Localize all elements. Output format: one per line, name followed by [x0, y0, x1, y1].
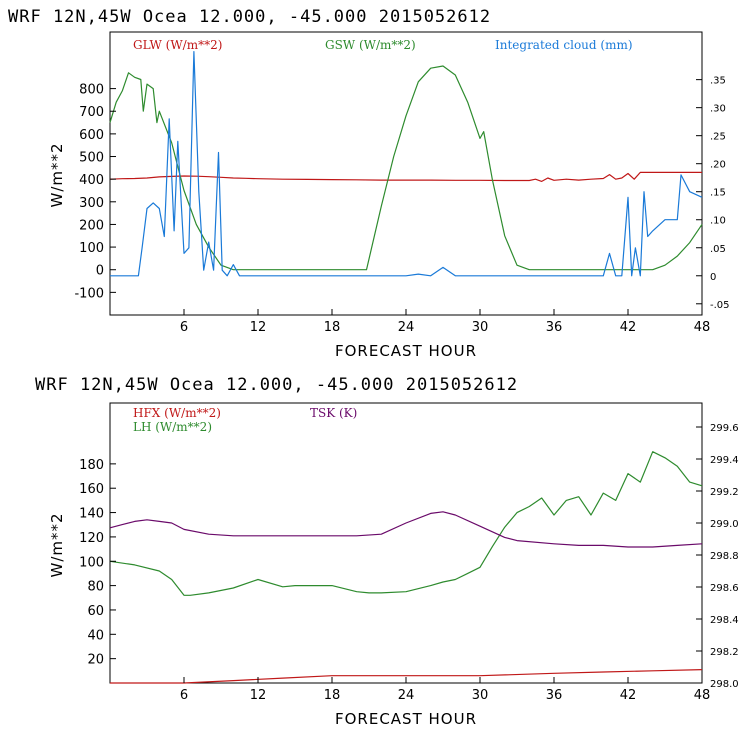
legend-gsw: GSW (W/m**2) — [325, 38, 416, 52]
x-tick-label: 36 — [546, 320, 563, 335]
x-tick-label: 30 — [472, 688, 489, 703]
y-tick-label: 60 — [87, 604, 104, 619]
y-tick-label: 40 — [87, 628, 104, 643]
y2-tick-label: .20 — [710, 160, 726, 171]
y2-tick-label: 298.4 — [710, 615, 739, 626]
y-tick-label: 300 — [79, 196, 104, 211]
x-tick-label: 12 — [250, 688, 267, 703]
y2-tick-label: .15 — [710, 188, 726, 199]
x-tick-label: 36 — [546, 688, 563, 703]
y-tick-label: 200 — [79, 218, 104, 233]
y-tick-label: 20 — [87, 653, 104, 668]
y2-tick-label: -.05 — [710, 300, 730, 311]
x-tick-label: 24 — [398, 688, 415, 703]
x-tick-label: 42 — [620, 320, 637, 335]
x-axis-label: FORECAST HOUR — [335, 710, 477, 728]
y-tick-label: 700 — [79, 105, 104, 120]
y-tick-label: 120 — [79, 531, 104, 546]
legend-tsk: TSK (K) — [310, 406, 357, 420]
y2-tick-label: 299.2 — [710, 487, 739, 498]
legend-glw: GLW (W/m**2) — [133, 38, 222, 52]
legend-cloud: Integrated cloud (mm) — [495, 38, 633, 52]
y-tick-label: 500 — [79, 151, 104, 166]
x-tick-label: 42 — [620, 688, 637, 703]
y2-tick-label: 298.2 — [710, 647, 739, 658]
series-line-lh — [109, 451, 703, 596]
x-tick-label: 24 — [398, 320, 415, 335]
series-line-gsw — [109, 65, 703, 271]
x-tick-label: 18 — [324, 320, 341, 335]
y2-tick-label: .10 — [710, 216, 726, 227]
y2-tick-label: .25 — [710, 132, 726, 143]
y2-tick-label: .30 — [710, 104, 726, 115]
y-tick-label: 0 — [96, 264, 104, 279]
x-tick-label: 6 — [180, 320, 188, 335]
plot-frame — [109, 31, 703, 316]
x-tick-label: 12 — [250, 320, 267, 335]
series-line-tsk — [109, 511, 703, 548]
y-tick-label: 160 — [79, 482, 104, 497]
chart-title: WRF 12N,45W Ocea 12.000, -45.000 2015052… — [8, 7, 491, 27]
x-tick-label: 48 — [694, 688, 711, 703]
y2-tick-label: 299.4 — [710, 455, 739, 466]
series-line-cloud — [110, 50, 703, 277]
legend-lh: LH (W/m**2) — [133, 420, 212, 434]
x-tick-label: 48 — [694, 320, 711, 335]
y-axis-label: W/m**2 — [48, 512, 66, 577]
forecast-radiation-chart: WRF 12N,45W Ocea 12.000, -45.000 2015052… — [8, 7, 730, 360]
legend-hfx: HFX (W/m**2) — [133, 406, 221, 420]
series-line-hfx — [110, 669, 703, 684]
y2-tick-label: .35 — [710, 76, 726, 87]
x-axis-label: FORECAST HOUR — [335, 342, 477, 360]
y-tick-label: 100 — [79, 555, 104, 570]
x-tick-label: 6 — [180, 688, 188, 703]
y2-tick-label: .05 — [710, 244, 726, 255]
plot-frame — [109, 402, 703, 684]
chart-title: WRF 12N,45W Ocea 12.000, -45.000 2015052… — [35, 375, 518, 395]
y2-tick-label: 299.6 — [710, 423, 739, 434]
y-axis-label: W/m**2 — [48, 142, 66, 207]
y2-tick-label: 298.8 — [710, 551, 739, 562]
x-tick-label: 18 — [324, 688, 341, 703]
y-tick-label: -100 — [74, 286, 104, 301]
y2-tick-label: 298.6 — [710, 583, 739, 594]
series-line-glw — [109, 171, 702, 182]
y-tick-label: 600 — [79, 128, 104, 143]
forecast-flux-chart: WRF 12N,45W Ocea 12.000, -45.000 2015052… — [35, 375, 739, 728]
y-tick-label: 80 — [87, 580, 104, 595]
y-tick-label: 180 — [79, 458, 104, 473]
y-tick-label: 100 — [79, 241, 104, 256]
y2-tick-label: 299.0 — [710, 519, 739, 530]
y-tick-label: 140 — [79, 507, 104, 522]
y-tick-label: 400 — [79, 173, 104, 188]
x-tick-label: 30 — [472, 320, 489, 335]
y2-tick-label: 0 — [710, 272, 716, 283]
y-tick-label: 800 — [79, 83, 104, 98]
y2-tick-label: 298.0 — [710, 679, 739, 690]
